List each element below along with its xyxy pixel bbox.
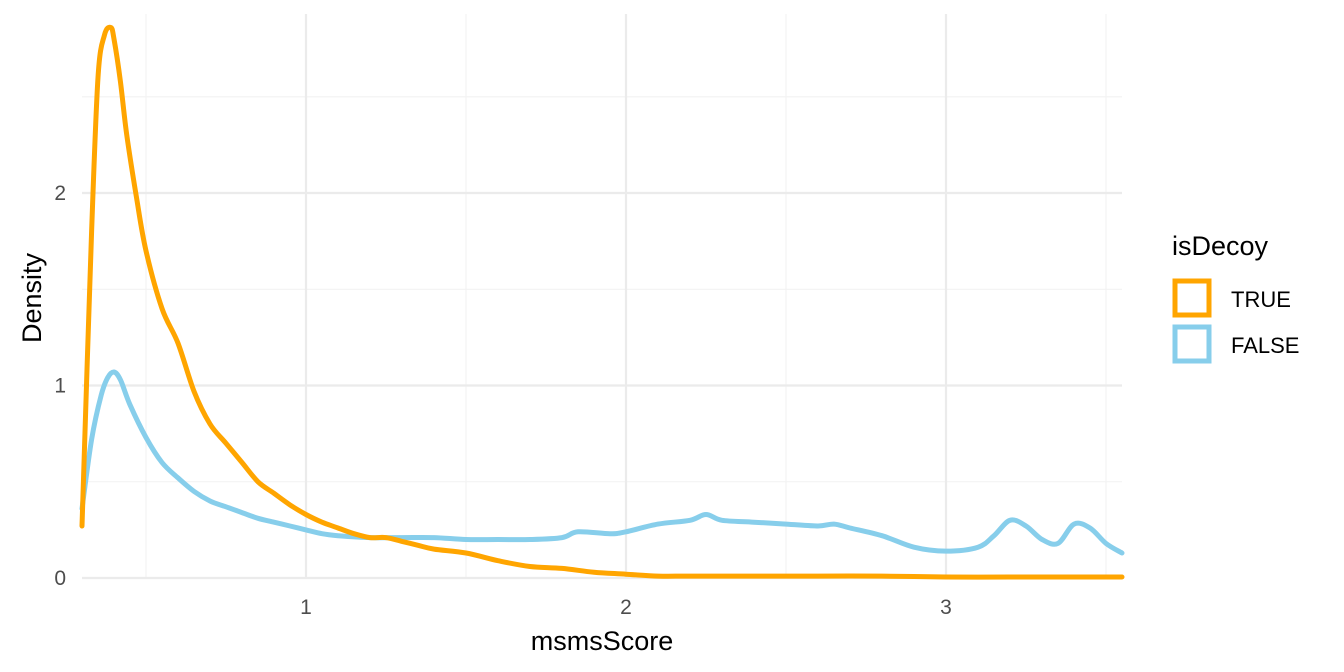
y-tick-label: 0 bbox=[54, 567, 66, 590]
legend-key-false bbox=[1172, 324, 1212, 364]
legend-title: isDecoy bbox=[1172, 231, 1269, 261]
x-tick-label: 3 bbox=[940, 596, 952, 619]
legend-label-true: TRUE bbox=[1231, 287, 1291, 312]
legend-key-true bbox=[1172, 278, 1212, 318]
y-axis-title: Density bbox=[17, 252, 47, 343]
legend: isDecoy TRUE FALSE bbox=[1172, 231, 1299, 364]
legend-label-false: FALSE bbox=[1231, 333, 1299, 358]
y-tick-label: 1 bbox=[54, 375, 66, 398]
x-tick-label: 2 bbox=[620, 596, 632, 619]
series-lines bbox=[79, 24, 1125, 580]
series-line-false bbox=[79, 369, 1125, 556]
series-line-true bbox=[79, 24, 1125, 580]
x-axis-title: msmsScore bbox=[531, 626, 674, 656]
y-tick-label: 2 bbox=[54, 182, 66, 205]
x-tick-labels: 1 2 3 bbox=[300, 596, 952, 619]
x-tick-label: 1 bbox=[300, 596, 312, 619]
y-tick-labels: 0 1 2 bbox=[54, 182, 66, 590]
grid-lines bbox=[82, 14, 1122, 580]
